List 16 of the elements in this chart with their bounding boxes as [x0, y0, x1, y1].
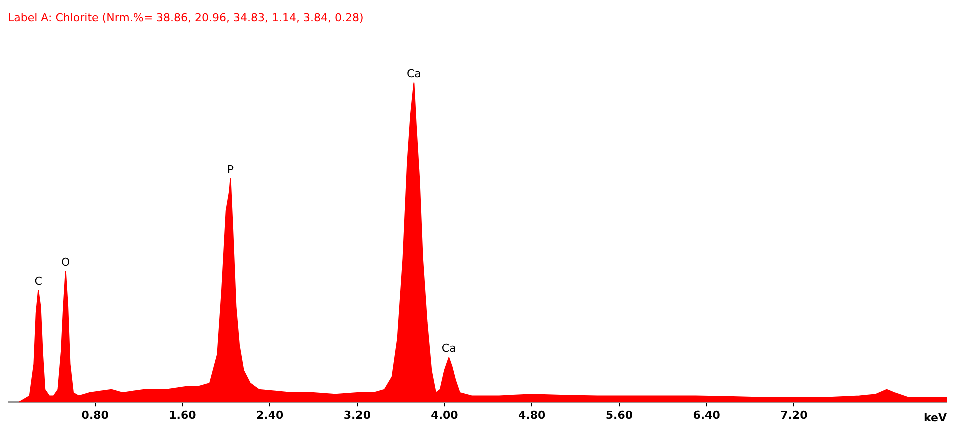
x-tick-label: 2.40 — [256, 409, 284, 422]
x-tick-label: 4.80 — [518, 409, 546, 422]
x-tick-label: 5.60 — [606, 409, 634, 422]
annotation: P — [227, 163, 234, 176]
x-tick-label: 3.20 — [344, 409, 372, 422]
annotation: Ca — [406, 67, 422, 80]
annotation: Ca — [442, 342, 456, 356]
x-tick-label: 0.80 — [82, 409, 110, 422]
x-tick-label: 4.00 — [431, 409, 459, 422]
chart-subtitle: Label A: Chlorite (Nrm.%= 38.86, 20.96, 34.83, 1.14, 3.84, 0.28) — [8, 11, 364, 24]
annotation: C — [34, 275, 43, 288]
x-axis-title: keV — [924, 411, 948, 424]
x-tick-label: 1.60 — [169, 409, 197, 422]
x-tick-label: 7.20 — [780, 409, 808, 422]
annotation: O — [62, 256, 71, 269]
x-tick-label: 6.40 — [693, 409, 721, 422]
